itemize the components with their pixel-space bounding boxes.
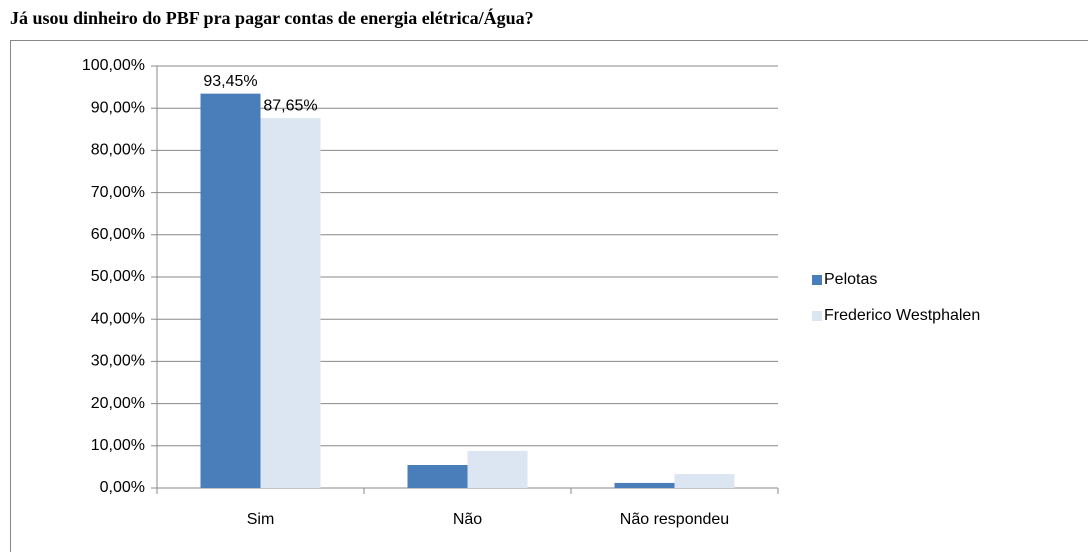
x-tick-label: Não xyxy=(453,511,482,528)
chart-title: Já usou dinheiro do PBF pra pagar contas… xyxy=(10,7,534,28)
y-tick-label: 10,00% xyxy=(91,437,145,454)
legend-swatch xyxy=(812,275,822,285)
data-label: 93,45% xyxy=(203,73,257,90)
y-tick-label: 20,00% xyxy=(91,395,145,412)
y-tick-label: 40,00% xyxy=(91,310,145,327)
data-label: 87,65% xyxy=(263,97,317,114)
y-tick-label: 90,00% xyxy=(91,99,145,116)
bar xyxy=(260,118,321,488)
x-tick-label: Sim xyxy=(247,511,275,528)
y-tick-label: 80,00% xyxy=(91,142,145,159)
bar xyxy=(674,474,735,488)
y-tick-label: 30,00% xyxy=(91,353,145,370)
legend-swatch xyxy=(812,311,822,321)
bar xyxy=(200,93,261,489)
chart-frame xyxy=(10,40,1088,552)
bar xyxy=(407,465,468,488)
y-tick-label: 100,00% xyxy=(82,57,145,74)
y-tick-label: 0,00% xyxy=(100,479,145,496)
x-tick-label: Não respondeu xyxy=(620,511,729,528)
y-tick-label: 70,00% xyxy=(91,184,145,201)
y-tick-label: 60,00% xyxy=(91,226,145,243)
legend-label: Frederico Westphalen xyxy=(824,307,980,324)
legend-label: Pelotas xyxy=(824,271,877,288)
bar xyxy=(614,482,675,488)
bar xyxy=(467,450,528,488)
y-tick-label: 50,00% xyxy=(91,268,145,285)
